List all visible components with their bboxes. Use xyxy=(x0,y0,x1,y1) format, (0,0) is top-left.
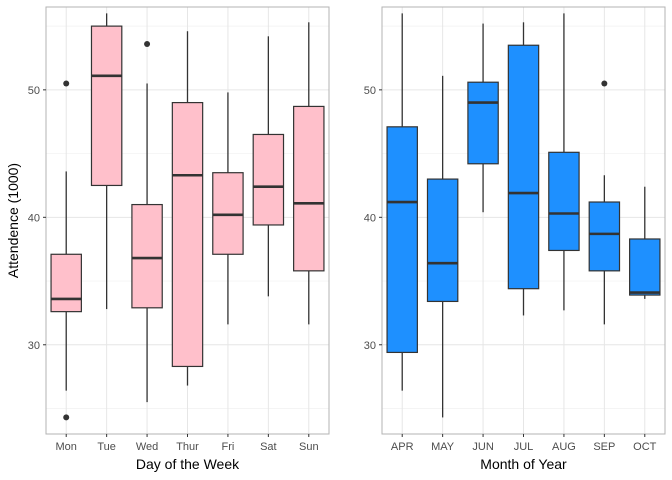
y-axis-ticks: 30 40 50 xyxy=(364,85,382,352)
x-tick-label: JUL xyxy=(514,441,534,453)
box-iqr xyxy=(252,133,285,226)
box-oct xyxy=(629,186,661,299)
box-iqr xyxy=(629,238,661,296)
box-aug xyxy=(548,13,580,311)
x-tick-label: SEP xyxy=(593,441,615,453)
boxes xyxy=(50,13,325,421)
x-tick-label: JUN xyxy=(472,441,493,453)
outlier-point xyxy=(63,80,70,87)
box-jun xyxy=(467,23,499,213)
y-tick-label: 40 xyxy=(364,212,376,224)
y-tick-label: 30 xyxy=(364,340,376,352)
box-iqr xyxy=(386,126,418,354)
y-tick-label: 40 xyxy=(28,212,40,224)
x-tick-label: AUG xyxy=(552,441,576,453)
x-tick-label: APR xyxy=(391,441,414,453)
x-tick-label: OCT xyxy=(633,441,657,453)
panel-month-of-year: 30 40 50 APR MAY JUN JUL AUG SEP OCT Month of Ye… xyxy=(364,6,666,472)
box-iqr xyxy=(588,201,621,272)
x-axis-ticks: Mon Tue Wed Thur Fri Sat Sun xyxy=(56,434,319,453)
outlier-point xyxy=(63,414,70,421)
box-iqr xyxy=(50,253,82,313)
box-tue xyxy=(90,13,123,310)
box-iqr xyxy=(426,178,459,303)
x-tick-label: Fri xyxy=(222,441,235,453)
box-iqr xyxy=(171,101,204,368)
x-axis-title: Day of the Week xyxy=(136,456,240,472)
box-apr xyxy=(386,13,418,391)
x-tick-label: Wed xyxy=(136,441,158,453)
box-fri xyxy=(212,92,244,325)
box-sun xyxy=(293,22,325,325)
y-tick-label: 30 xyxy=(28,340,40,352)
panel-day-of-week: 30 40 50 Mon Tue Wed Thur Fri Sat Sun Day of the… xyxy=(5,6,330,472)
box-wed xyxy=(131,40,163,403)
x-tick-label: Mon xyxy=(56,441,77,453)
x-tick-label: MAY xyxy=(431,441,455,453)
box-sep xyxy=(588,80,621,325)
x-tick-label: Tue xyxy=(97,441,116,453)
x-tick-label: Thur xyxy=(176,441,199,453)
x-axis-ticks: APR MAY JUN JUL AUG SEP OCT xyxy=(391,434,657,453)
box-mon xyxy=(50,80,82,421)
box-iqr xyxy=(467,81,499,165)
box-iqr xyxy=(548,151,580,252)
box-thur xyxy=(171,31,204,386)
boxes xyxy=(386,13,661,418)
y-axis-ticks: 30 40 50 xyxy=(28,85,46,352)
box-iqr xyxy=(131,203,163,309)
box-iqr xyxy=(90,25,123,187)
outlier-point xyxy=(601,80,608,87)
y-axis-title: Attendence (1000) xyxy=(5,163,21,278)
box-iqr xyxy=(507,44,540,290)
x-axis-title: Month of Year xyxy=(480,456,567,472)
box-jul xyxy=(507,22,540,316)
box-sat xyxy=(252,36,285,297)
y-tick-label: 50 xyxy=(364,85,376,97)
y-tick-label: 50 xyxy=(28,85,40,97)
x-tick-label: Sun xyxy=(299,441,319,453)
x-tick-label: Sat xyxy=(260,441,277,453)
outlier-point xyxy=(144,40,151,47)
box-iqr xyxy=(293,105,325,272)
box-may xyxy=(426,75,459,418)
